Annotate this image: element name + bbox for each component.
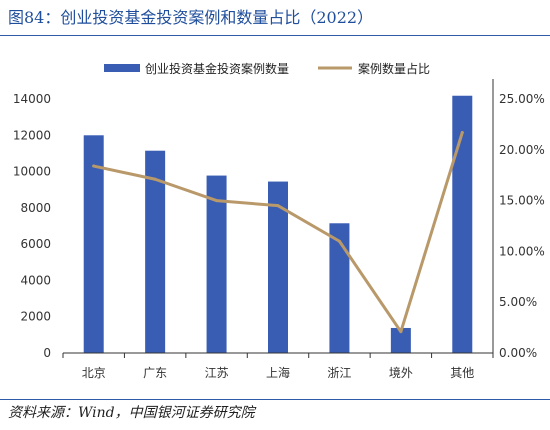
y-tick-label: 2000 bbox=[20, 310, 51, 324]
chart: 0 2000 4000 6000 8000 10000 12000 14000 0.00% 5.0… bbox=[13, 61, 545, 380]
x-tick-label: 浙江 bbox=[327, 366, 351, 380]
y-tick-label: 8000 bbox=[20, 201, 51, 215]
y2-tick-label: 15.00% bbox=[499, 194, 545, 208]
x-tick-label: 江苏 bbox=[205, 366, 229, 380]
line-point bbox=[276, 204, 280, 208]
source-note: 资料来源：Wind，中国银河证券研究院 bbox=[8, 405, 255, 421]
legend-label-bar: 创业投资基金投资案例数量 bbox=[145, 61, 289, 76]
y2-tick-label: 0.00% bbox=[499, 346, 537, 360]
y2-tick-label: 5.00% bbox=[499, 295, 537, 309]
y-tick-label: 14000 bbox=[13, 92, 51, 106]
x-tick-label: 境外 bbox=[389, 365, 413, 380]
bar bbox=[268, 181, 288, 353]
line-point bbox=[215, 199, 219, 203]
y-tick-label: 12000 bbox=[13, 128, 51, 142]
bar bbox=[145, 150, 166, 353]
bar bbox=[206, 175, 227, 353]
legend-swatch-bar bbox=[104, 64, 140, 72]
x-tick-label: 其他 bbox=[450, 366, 474, 380]
bar bbox=[452, 95, 473, 353]
line-point bbox=[337, 239, 341, 243]
bar bbox=[390, 327, 411, 353]
legend-label-line: 案例数量占比 bbox=[358, 61, 430, 76]
y2-tick-label: 25.00% bbox=[499, 92, 545, 106]
x-tick-label: 广东 bbox=[143, 366, 167, 380]
line-point bbox=[153, 177, 157, 181]
y2-tick-label: 10.00% bbox=[499, 244, 545, 258]
figure-title: 图84：创业投资基金投资案例和数量占比（2022） bbox=[8, 8, 374, 27]
y-tick-label: 6000 bbox=[20, 237, 51, 251]
line-point bbox=[399, 330, 403, 334]
source-rule bbox=[0, 399, 550, 400]
line-point bbox=[460, 131, 464, 135]
title-rule bbox=[0, 35, 550, 36]
line-point bbox=[92, 164, 96, 168]
bar bbox=[83, 135, 104, 353]
bar bbox=[329, 223, 350, 353]
y-tick-label: 4000 bbox=[20, 273, 51, 287]
y2-tick-label: 20.00% bbox=[499, 143, 545, 157]
y-tick-label: 0 bbox=[43, 346, 51, 360]
x-tick-label: 上海 bbox=[266, 365, 290, 380]
y-tick-label: 10000 bbox=[13, 165, 51, 179]
x-tick-label: 北京 bbox=[82, 366, 106, 380]
